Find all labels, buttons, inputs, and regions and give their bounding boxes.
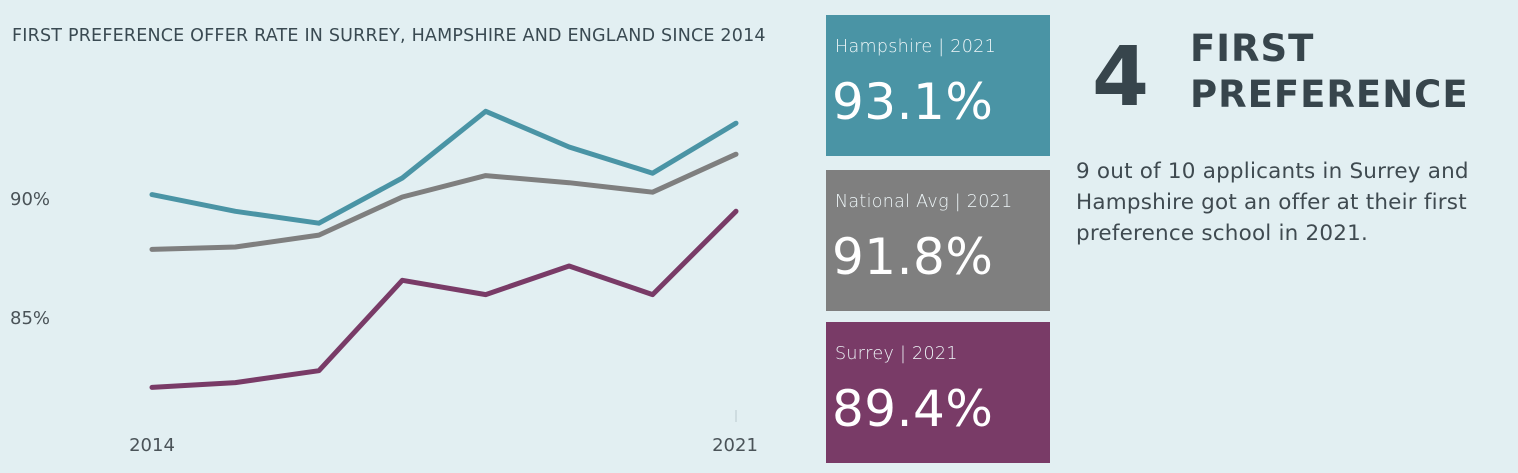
kpi-label-hampshire: Hampshire | 2021 xyxy=(835,37,997,57)
chart-title: FIRST PREFERENCE OFFER RATE IN SURREY, H… xyxy=(12,26,766,46)
series-line-national xyxy=(149,151,739,252)
x-tick-label-2021: 2021 xyxy=(712,435,758,456)
series-line-hampshire xyxy=(149,108,739,226)
x-tick-label-2014: 2014 xyxy=(129,435,175,456)
rank-title: FIRST PREFERENCE xyxy=(1190,26,1469,118)
kpi-card-national-avg: National Avg | 2021 91.8% xyxy=(826,170,1050,311)
kpi-value-hampshire: 93.1% xyxy=(832,73,994,131)
line-chart: 90% 85% 2014 2021 xyxy=(10,108,758,456)
y-tick-label-90: 90% xyxy=(10,189,50,210)
series-line-surrey xyxy=(149,208,739,390)
kpi-label-national-avg: National Avg | 2021 xyxy=(835,192,1013,212)
kpi-card-surrey: Surrey | 2021 89.4% xyxy=(826,322,1050,463)
summary-text: 9 out of 10 applicants in Surrey and Ham… xyxy=(1076,159,1469,246)
rank-title-line-1: FIRST xyxy=(1190,27,1315,70)
kpi-value-surrey: 89.4% xyxy=(832,380,994,438)
rank-title-line-2: PREFERENCE xyxy=(1190,73,1469,116)
rank-number: 4 xyxy=(1092,30,1150,125)
kpi-label-surrey: Surrey | 2021 xyxy=(835,344,958,364)
kpi-card-hampshire: Hampshire | 2021 93.1% xyxy=(826,15,1050,156)
y-tick-label-85: 85% xyxy=(10,308,50,329)
kpi-value-national-avg: 91.8% xyxy=(832,228,994,286)
